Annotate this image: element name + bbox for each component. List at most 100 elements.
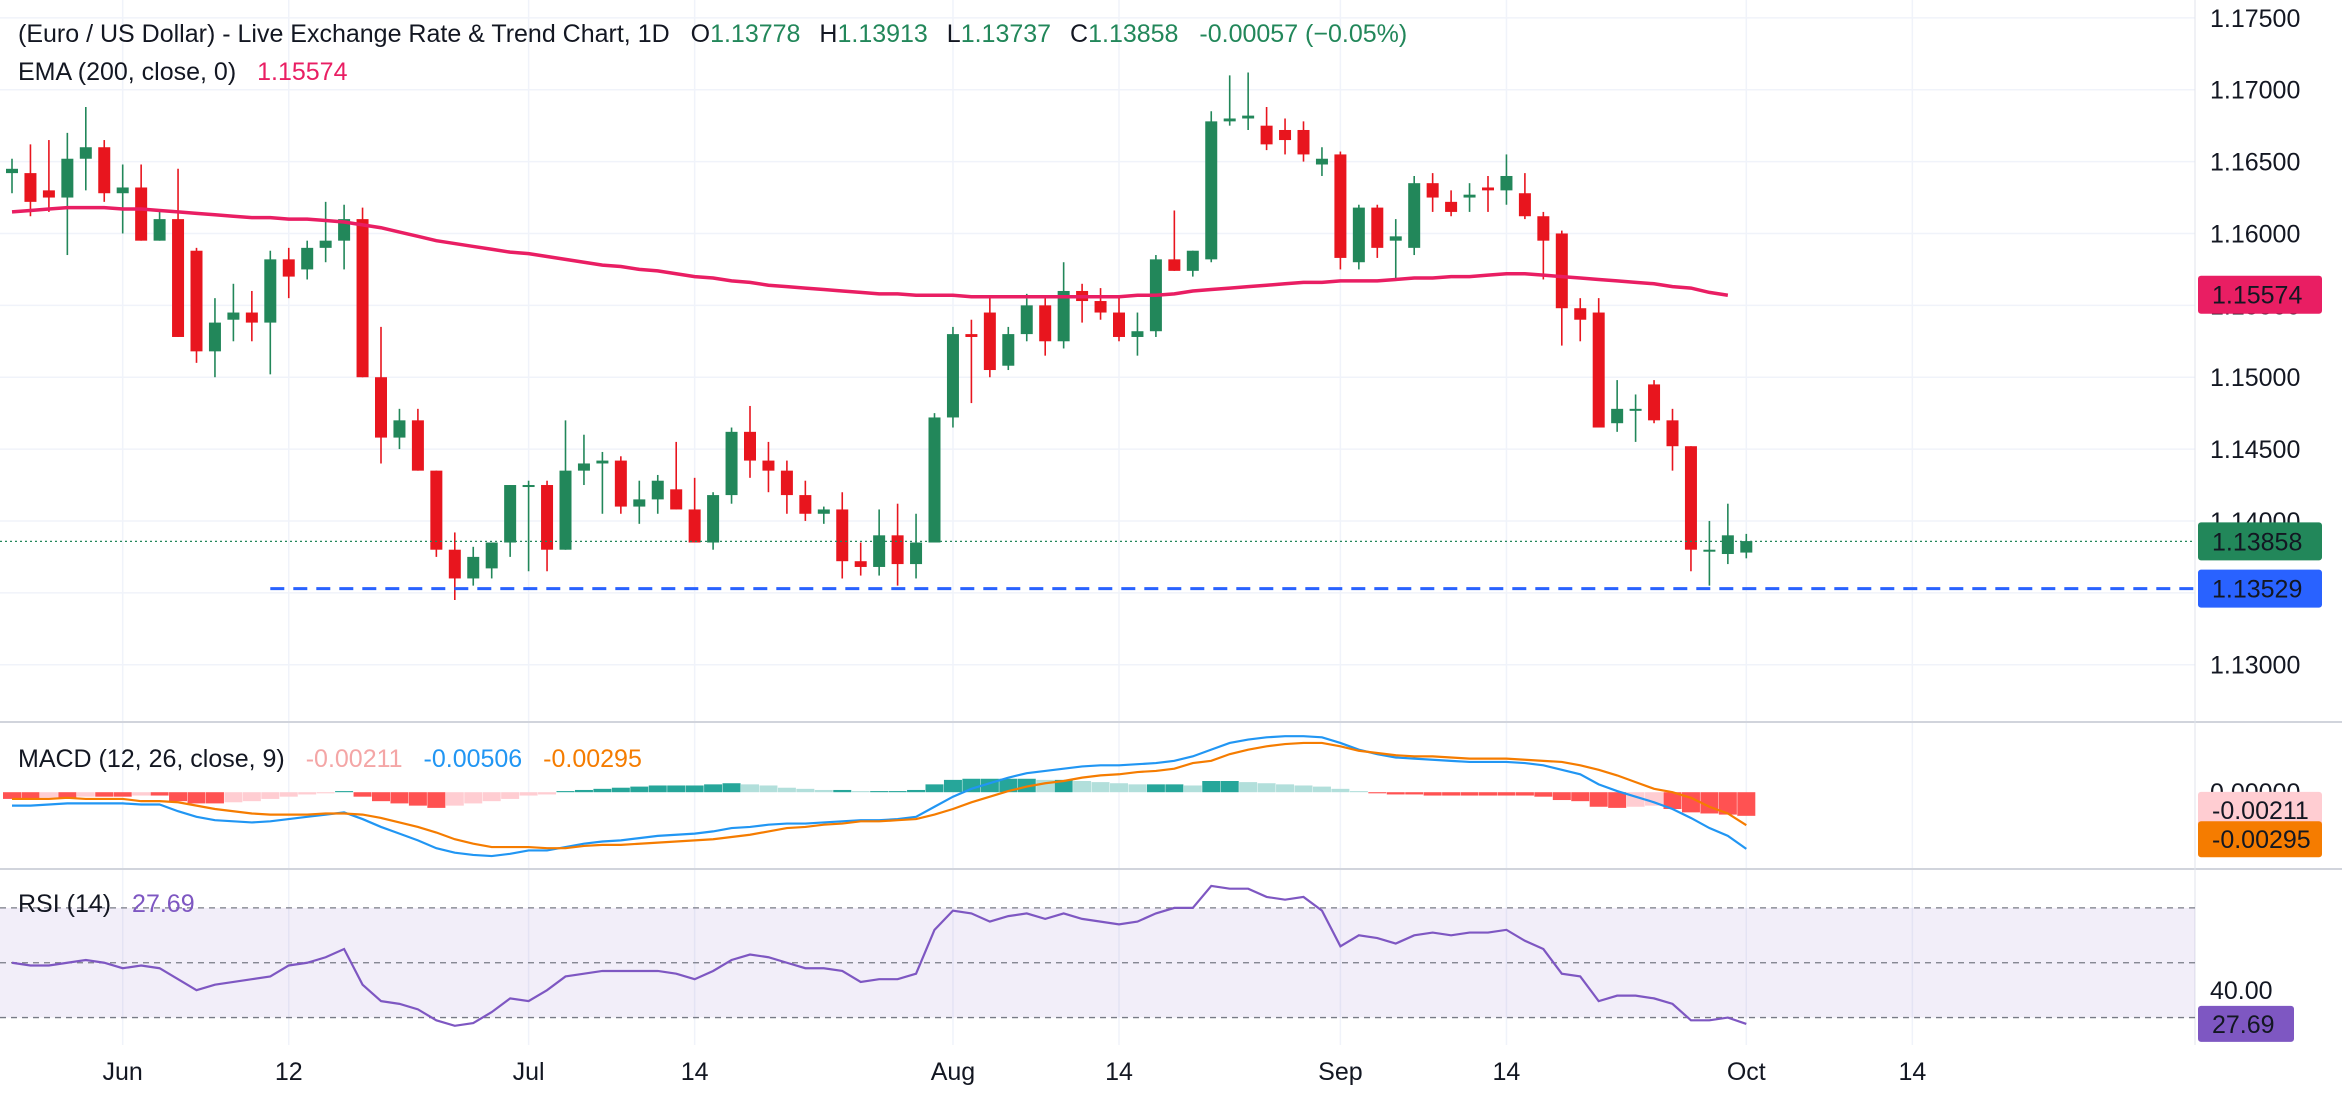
candle-body xyxy=(1002,334,1015,366)
candle-body xyxy=(153,219,166,241)
candle-body xyxy=(245,312,258,323)
macd-hist-bar xyxy=(187,792,206,804)
macd-hist-bar xyxy=(1128,784,1147,793)
candle-body xyxy=(264,259,277,323)
macd-hist-bar xyxy=(21,792,40,799)
rsi-legend: RSI (14) 27.69 xyxy=(18,890,195,919)
candle-body xyxy=(1057,290,1070,342)
price-tick-label: 1.16000 xyxy=(2210,220,2300,248)
candle-body xyxy=(1205,121,1218,260)
candle-body xyxy=(1592,312,1605,428)
macd-hist-bar xyxy=(833,789,852,793)
macd-hist-bar xyxy=(962,778,981,793)
x-tick-label: 12 xyxy=(275,1058,303,1086)
macd-hist-bar xyxy=(1220,781,1239,793)
candle-body xyxy=(448,549,461,579)
macd-hist-bar xyxy=(1165,784,1184,793)
candle-body xyxy=(780,470,793,496)
macd-hist-bar xyxy=(1017,778,1036,793)
candle-body xyxy=(24,173,37,202)
macd-hist-bar xyxy=(1386,792,1405,795)
candle-body xyxy=(577,463,590,471)
macd-hist-bar xyxy=(445,792,464,806)
rsi-value: 27.69 xyxy=(132,890,195,918)
x-tick-label: 14 xyxy=(1493,1058,1521,1086)
macd-badge-label: -0.00211 xyxy=(2212,797,2309,825)
macd-hist-bar xyxy=(408,792,427,806)
x-tick-label: 14 xyxy=(1898,1058,1926,1086)
candle-body xyxy=(1242,115,1255,119)
x-tick-label: 14 xyxy=(1105,1058,1133,1086)
candle-body xyxy=(854,561,867,567)
macd-hist-bar xyxy=(1663,792,1682,809)
candle-body xyxy=(707,495,720,543)
candle-body xyxy=(1666,420,1679,447)
macd-hist-bar xyxy=(796,788,815,793)
candle-body xyxy=(1426,183,1439,198)
macd-hist-bar xyxy=(482,792,501,802)
candle-body xyxy=(817,509,830,514)
macd-hist-bar xyxy=(1571,792,1590,802)
macd-signal-value: -0.00295 xyxy=(543,745,642,773)
macd-hist-bar xyxy=(169,792,188,802)
price-tick-label: 1.15000 xyxy=(2210,364,2300,392)
x-tick-label: Oct xyxy=(1727,1058,1766,1086)
macd-hist-bar xyxy=(1608,792,1627,808)
macd-legend: MACD (12, 26, close, 9) -0.00211 -0.0050… xyxy=(18,745,642,774)
macd-hist-bar xyxy=(943,779,962,793)
macd-hist-bar xyxy=(1110,783,1128,793)
macd-hist-bar xyxy=(1479,792,1497,796)
candle-body xyxy=(1223,118,1236,122)
macd-line-value: -0.00506 xyxy=(423,745,523,773)
candle-body xyxy=(651,480,664,500)
candle-body xyxy=(762,460,775,471)
candle-body xyxy=(541,485,554,550)
candle-body xyxy=(356,219,369,378)
candle-body xyxy=(1408,183,1421,248)
x-tick-label: Jul xyxy=(513,1058,545,1086)
candle-body xyxy=(208,322,221,352)
macd-hist-bar xyxy=(1183,785,1202,793)
macd-hist-bar xyxy=(722,783,741,793)
candle-body xyxy=(98,147,111,194)
candle-body xyxy=(1445,201,1458,212)
macd-hist-bar xyxy=(888,791,907,793)
macd-hist-bar xyxy=(1368,792,1387,794)
candle-body xyxy=(614,460,627,507)
price-tick-label: 1.17000 xyxy=(2210,77,2300,105)
macd-hist-bar xyxy=(925,784,944,793)
macd-hist-bar xyxy=(1552,792,1571,801)
candle-body xyxy=(1629,408,1642,411)
ema-legend: EMA (200, close, 0) 1.15574 xyxy=(18,58,347,87)
price-tick-label: 1.13000 xyxy=(2210,652,2300,680)
macd-hist-bar xyxy=(1589,792,1608,807)
macd-hist-bar xyxy=(556,791,575,793)
macd-hist-bar xyxy=(538,792,557,795)
macd-hist-bar xyxy=(1257,783,1276,793)
candle-body xyxy=(1113,312,1125,337)
candle-body xyxy=(1721,535,1734,555)
macd-hist-bar xyxy=(501,792,520,799)
price-badge xyxy=(2198,275,2322,314)
candle-body xyxy=(135,187,148,241)
price-legend: (Euro / US Dollar) - Live Exchange Rate … xyxy=(18,20,1407,49)
macd-hist-bar xyxy=(1405,792,1424,795)
macd-hist-bar xyxy=(113,792,132,797)
candle-body xyxy=(338,219,351,241)
macd-hist-bar xyxy=(667,785,686,793)
macd-hist-bar xyxy=(242,792,261,802)
macd-hist-bar xyxy=(1349,791,1368,793)
macd-hist-bar xyxy=(741,784,759,793)
candle-body xyxy=(227,312,240,320)
macd-hist-bar xyxy=(372,792,390,802)
rsi-badge-label: 27.69 xyxy=(2212,1011,2275,1039)
candle-body xyxy=(1482,187,1494,191)
x-tick-label: Jun xyxy=(103,1058,143,1086)
price-badge-label: 1.13529 xyxy=(2212,576,2302,604)
macd-hist-bar xyxy=(150,792,169,796)
macd-hist-bar xyxy=(316,792,335,794)
candle-body xyxy=(375,377,387,438)
macd-hist-bar xyxy=(1515,792,1534,796)
